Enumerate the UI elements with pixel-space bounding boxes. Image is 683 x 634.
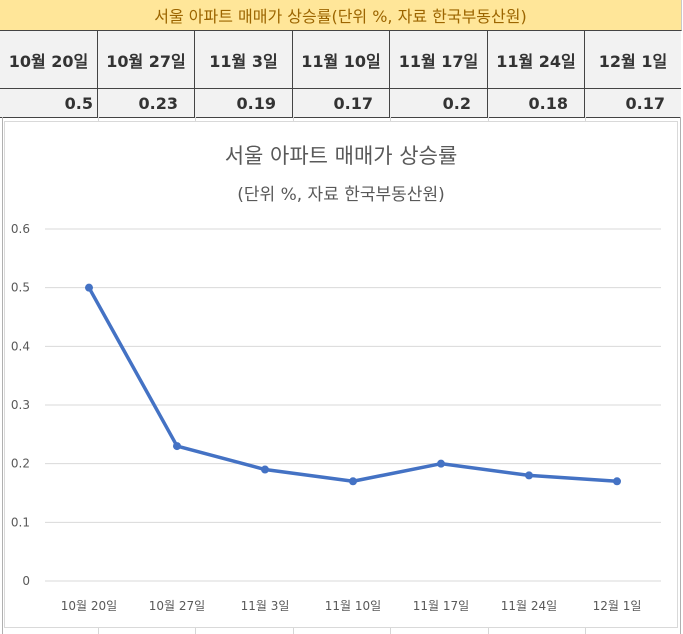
y-tick-label: 0.5 [11,281,30,295]
header-label: 11월 24일 [496,51,576,71]
x-tick-label: 11월 3일 [241,599,290,613]
chart-subtitle: (단위 %, 자료 한국부동산원) [237,185,445,205]
header-cell[interactable]: 10월 27일 [98,31,195,88]
x-tick-label: 12월 1일 [593,599,642,613]
value-cell[interactable]: 0.17 [585,89,681,117]
sheet-gridline [2,117,3,634]
value-row: 0.5 0.23 0.19 0.17 0.2 0.18 0.17 [0,89,681,118]
data-line[interactable] [87,286,618,484]
sheet-gridline [680,117,681,634]
value-label: 0.5 [64,93,93,113]
value-label: 0.17 [625,93,665,113]
header-label: 10월 20일 [8,51,89,71]
header-cell[interactable]: 11월 3일 [195,31,293,88]
x-tick-label: 10월 20일 [61,599,117,613]
header-row: 10월 20일 10월 27일 11월 3일 11월 10일 11월 17일 1… [0,31,681,89]
header-cell[interactable]: 11월 10일 [293,31,390,88]
header-label: 12월 1일 [598,51,668,71]
chart-title: 서울 아파트 매매가 상승률 [224,144,458,168]
x-tick-label: 10월 27일 [149,599,205,613]
data-point-marker[interactable] [261,465,269,474]
y-tick-label: 0.6 [11,222,30,236]
y-tick-label: 0.2 [11,457,30,471]
data-point-marker[interactable] [349,477,357,486]
header-label: 11월 17일 [398,51,479,71]
data-point-marker[interactable] [437,459,445,468]
header-label: 11월 10일 [301,51,381,71]
value-label: 0.19 [236,93,276,113]
value-label: 0.18 [528,93,568,113]
value-cell[interactable]: 0.23 [98,89,195,117]
header-cell[interactable]: 11월 17일 [390,31,488,88]
chart-plot-area: 0 0.1 0.2 0.3 0.4 0.5 0.6 10월 20일 10월 27일 11월 3일 1… [11,222,661,613]
value-cell[interactable]: 0.17 [293,89,390,117]
x-tick-label: 11월 10일 [325,599,381,613]
value-cell[interactable]: 0.19 [195,89,293,117]
line-chart[interactable]: 서울 아파트 매매가 상승률 (단위 %, 자료 한국부동산원) 0 0.1 0.2… [4,121,678,628]
header-cell[interactable]: 11월 24일 [488,31,585,88]
data-point-marker[interactable] [173,442,181,451]
y-tick-label: 0.1 [11,515,30,529]
data-point-marker[interactable] [613,477,621,486]
value-label: 0.2 [442,93,471,113]
data-point-marker[interactable] [525,471,533,480]
header-label: 10월 27일 [106,51,186,71]
y-tick-label: 0 [22,574,30,588]
header-cell[interactable]: 10월 20일 [0,31,98,88]
header-label: 11월 3일 [209,51,278,71]
table-title: 서울 아파트 매매가 상승률(단위 %, 자료 한국부동산원) [154,7,527,26]
value-label: 0.17 [333,93,373,113]
x-tick-label: 11월 24일 [501,599,557,613]
data-point-marker[interactable] [85,283,93,292]
y-tick-label: 0.3 [11,398,30,412]
header-cell[interactable]: 12월 1일 [585,31,681,88]
value-cell[interactable]: 0.2 [390,89,488,117]
x-tick-label: 11월 17일 [413,599,469,613]
value-cell[interactable]: 0.5 [0,89,98,117]
value-cell[interactable]: 0.18 [488,89,585,117]
value-label: 0.23 [138,93,178,113]
table-title-cell[interactable]: 서울 아파트 매매가 상승률(단위 %, 자료 한국부동산원) [0,0,682,31]
y-tick-label: 0.4 [11,339,30,353]
